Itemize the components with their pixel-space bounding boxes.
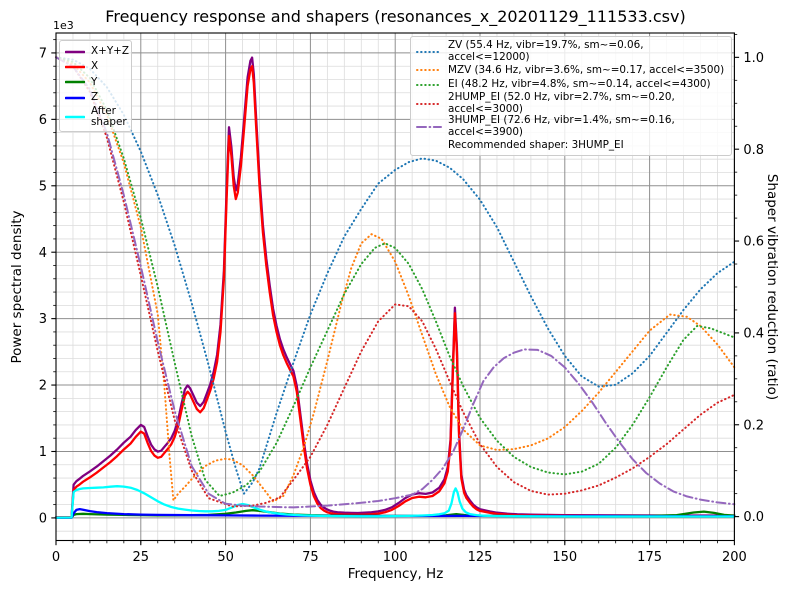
legend-label-x: X	[91, 60, 99, 73]
x-tick-label-125: 125	[468, 550, 493, 565]
legend-label-y: Y	[91, 75, 98, 88]
legend-sample-after_shaper-line	[65, 115, 85, 119]
legend-label-EI: EI (48.2 Hz, vibr=4.8%, sm~=0.14, accel<…	[448, 77, 711, 90]
legend-item-3HUMP_EI: 3HUMP_EI (72.6 Hz, vibr=1.4%, sm~=0.16, …	[416, 114, 725, 138]
y-left-tick-label-3: 3	[39, 312, 47, 327]
recommended-shaper-text: Recommended shaper: 3HUMP_EI	[448, 138, 624, 151]
legend-sample-EI-line	[416, 83, 442, 86]
series-2HUMP_EI-line	[55, 56, 736, 508]
legend-label-MZV: MZV (34.6 Hz, vibr=3.6%, sm~=0.17, accel…	[448, 63, 725, 76]
y-right-tick-label-0.6: 0.6	[743, 235, 764, 250]
y-left-tick-label-7: 7	[39, 47, 47, 62]
y-axis-offset-text: 1e3	[53, 19, 74, 32]
x-tick-label-0: 0	[52, 550, 60, 565]
legend-label-ZV: ZV (55.4 Hz, vibr=19.7%, sm~=0.06, accel…	[448, 39, 644, 63]
legend-label-after_shaper: After shaper	[91, 104, 127, 129]
legend-item-y: Y	[65, 75, 125, 90]
y-axis-label-right: Shaper vibration reduction (ratio)	[764, 173, 780, 401]
legend-item-z: Z	[65, 90, 125, 105]
legend-sample-2HUMP_EI-line	[416, 102, 442, 105]
series-EI-line	[55, 56, 736, 497]
legend-item-after_shaper: After shaper	[65, 104, 127, 129]
x-axis-label: Frequency, Hz	[347, 566, 444, 582]
x-tick-label-200: 200	[722, 550, 747, 565]
legend-sample-MZV-line	[416, 69, 442, 72]
y-left-tick-label-4: 4	[39, 246, 47, 261]
x-tick-label-25: 25	[133, 550, 150, 565]
recommended-shaper-note: Recommended shaper: 3HUMP_EI	[448, 138, 725, 152]
grid-minor	[56, 33, 735, 541]
x-tick-label-150: 150	[552, 550, 577, 565]
axis-ticks	[51, 33, 740, 546]
legend-psd: X+Y+Z X Y Z After shaper	[59, 40, 132, 132]
x-tick-label-175: 175	[637, 550, 662, 565]
legend-item-xyz: X+Y+Z	[65, 44, 129, 59]
x-tick-label-75: 75	[302, 550, 319, 565]
series-after_shaper-line	[54, 485, 736, 519]
axis-tick-labels: 0 25 50 75 100 125 150 175 200 0 1 2 3 4 5 6 7 0.0 0.2 0.4 0…	[39, 47, 764, 565]
legend-item-x: X	[65, 59, 125, 74]
legend-sample-3HUMP_EI-line	[416, 125, 442, 128]
y-right-tick-label-0.8: 0.8	[743, 143, 764, 158]
legend-sample-z-line	[65, 96, 85, 100]
legend-item-MZV: MZV (34.6 Hz, vibr=3.6%, sm~=0.17, accel…	[416, 63, 725, 77]
series-3HUMP_EI-line	[55, 56, 736, 509]
x-tick-label-100: 100	[383, 550, 408, 565]
legend-item-ZV: ZV (55.4 Hz, vibr=19.7%, sm~=0.06, accel…	[416, 39, 725, 63]
legend-item-2HUMP_EI: 2HUMP_EI (52.0 Hz, vibr=2.7%, sm~=0.20, …	[416, 90, 725, 115]
series-MZV-line	[55, 56, 736, 503]
y-left-tick-label-6: 6	[39, 113, 47, 128]
legend-sample-x-line	[65, 65, 85, 69]
legend-shapers: ZV (55.4 Hz, vibr=19.7%, sm~=0.06, accel…	[410, 36, 732, 156]
legend-sample-y-line	[65, 81, 85, 84]
y-right-tick-label-0.2: 0.2	[743, 418, 764, 433]
legend-label-3HUMP_EI: 3HUMP_EI (72.6 Hz, vibr=1.4%, sm~=0.16, …	[448, 114, 675, 138]
y-right-tick-label-0.0: 0.0	[743, 510, 764, 525]
legend-item-EI: EI (48.2 Hz, vibr=4.8%, sm~=0.14, accel<…	[416, 78, 725, 92]
series-x-line	[54, 65, 736, 519]
y-right-tick-label-1.0: 1.0	[743, 51, 764, 66]
y-left-tick-label-1: 1	[39, 445, 47, 460]
legend-sample-ZV-line	[416, 50, 442, 53]
chart-title: Frequency response and shapers (resonanc…	[105, 7, 686, 26]
legend-label-z: Z	[91, 91, 99, 104]
legend-label-xyz: X+Y+Z	[91, 44, 129, 57]
y-axis-label-left: Power spectral density	[9, 210, 25, 364]
legend-label-2HUMP_EI: 2HUMP_EI (52.0 Hz, vibr=2.7%, sm~=0.20, …	[448, 90, 675, 115]
y-left-tick-label-0: 0	[39, 512, 47, 527]
y-left-tick-label-2: 2	[39, 379, 47, 394]
legend-sample-xyz-line	[65, 50, 85, 53]
y-left-tick-label-5: 5	[39, 179, 47, 194]
x-tick-label-50: 50	[217, 550, 234, 565]
y-right-tick-label-0.4: 0.4	[743, 327, 764, 342]
